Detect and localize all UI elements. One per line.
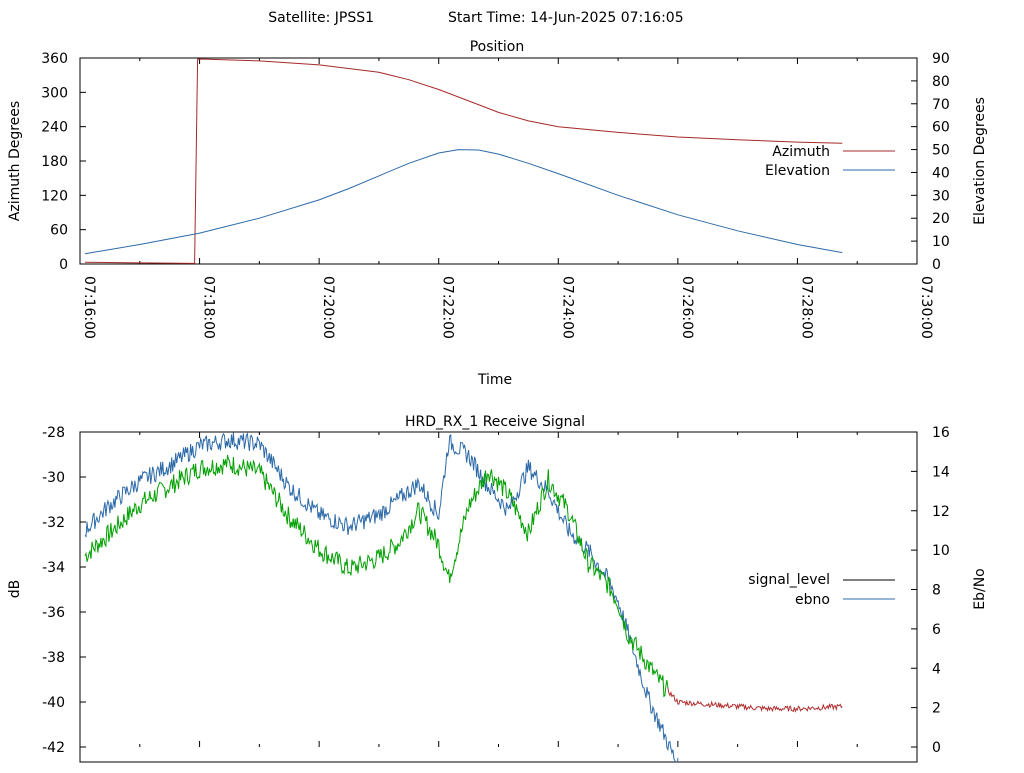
position-chart: Position Azimuth Degrees Elevation Degre… [7,39,988,388]
position-x-axis-label: Time [477,372,512,388]
receive-signal-y-tick-label: -42 [42,740,65,756]
receive-signal-y2-tick-label: 4 [932,661,941,677]
position-y-tick-label: 0 [59,257,68,273]
receive-signal-y-tick-label: -30 [42,470,65,486]
position-chart-title: Position [470,39,525,55]
receive-signal-x-ticks [79,432,918,747]
position-x-tick-label: 07:30:00 [918,276,934,339]
receive-signal-y-tick-label: -34 [42,560,65,576]
legend-ebno-label: ebno [795,592,830,608]
position-y2-tick-label: 80 [932,74,950,90]
receive-signal-y-tick-label: -32 [42,515,65,531]
position-x-tick-label: 07:28:00 [798,276,814,339]
position-y2-tick-label: 30 [932,188,950,204]
position-y2-tick-label: 40 [932,165,950,181]
ebno-series-line [84,432,679,762]
legend-azimuth-label: Azimuth [772,144,830,160]
position-series [84,58,843,264]
azimuth-series-line [84,58,843,264]
position-y2-tick-label: 0 [932,257,941,273]
position-y2-tick-label: 70 [932,97,950,113]
position-y2-tick-label: 20 [932,211,950,227]
position-y2-tick-label: 10 [932,234,950,250]
position-y2-tick-label: 50 [932,143,950,159]
position-y-tick-label: 120 [41,188,68,204]
receive-signal-chart: HRD_RX_1 Receive Signal dB Eb/No -28-30-… [7,414,988,763]
position-x-tick-label: 07:22:00 [440,276,456,339]
header-satellite: Satellite: JPSS1 [268,10,374,26]
position-y2-ticks: 0 10 20 30 40 50 60 70 80 90 [911,51,950,273]
position-y2-tick-label: 90 [932,51,950,67]
receive-signal-y-ticks: -28 -30 -32 -34 -36 -38 -40 -42 [42,425,86,756]
receive-signal-y2-tick-label: 6 [932,622,941,638]
receive-signal-y-tick-label: -36 [42,605,65,621]
receive-signal-y2-ticks: 0 2 4 6 8 10 12 14 16 [911,425,950,756]
legend-signal-level-label: signal_level [748,572,830,588]
signal-level-series-tail-line [667,688,843,713]
header-start-time: Start Time: 14-Jun-2025 07:16:05 [448,10,684,26]
position-y-ticks: 0 60 120 180 240 300 360 [41,51,86,273]
position-y2-axis-label: Elevation Degrees [972,97,988,225]
position-plot-frame [79,57,918,265]
receive-signal-y2-tick-label: 14 [932,464,950,480]
receive-signal-y2-tick-label: 16 [932,425,950,441]
receive-signal-y-tick-label: -28 [42,425,65,441]
signal-level-series-line [84,454,669,698]
receive-signal-y2-tick-label: 2 [932,701,941,717]
receive-signal-y2-tick-label: 8 [932,583,941,599]
receive-signal-y-axis-label: dB [7,580,23,599]
position-y-axis-label: Azimuth Degrees [7,101,23,221]
receive-signal-y-tick-label: -38 [42,650,65,666]
receive-signal-y2-tick-label: 12 [932,504,950,520]
position-x-tick-label: 07:18:00 [201,276,217,339]
position-y-tick-label: 300 [41,85,68,101]
position-y-tick-label: 60 [50,223,68,239]
position-y-tick-label: 240 [41,120,68,136]
position-legend: Azimuth Elevation [765,144,895,179]
position-y2-tick-label: 60 [932,120,950,136]
position-x-ticks: 07:16:00 07:18:00 07:20:00 07:22:00 07:24:00… [79,58,934,339]
elevation-series-line [84,149,843,255]
position-x-tick-label: 07:20:00 [320,276,336,339]
position-x-tick-label: 07:24:00 [559,276,575,339]
receive-signal-y2-tick-label: 10 [932,543,950,559]
position-y-tick-label: 180 [41,154,68,170]
receive-signal-y-tick-label: -40 [42,695,65,711]
receive-signal-legend: signal_level ebno [748,572,895,608]
receive-signal-chart-title: HRD_RX_1 Receive Signal [405,414,585,430]
position-x-tick-label: 07:26:00 [679,276,695,339]
receive-signal-series [84,432,843,762]
position-y-tick-label: 360 [41,51,68,67]
receive-signal-y2-tick-label: 0 [932,740,941,756]
receive-signal-y2-axis-label: Eb/No [972,568,988,610]
position-x-tick-label: 07:16:00 [81,276,97,339]
legend-elevation-label: Elevation [765,163,830,179]
